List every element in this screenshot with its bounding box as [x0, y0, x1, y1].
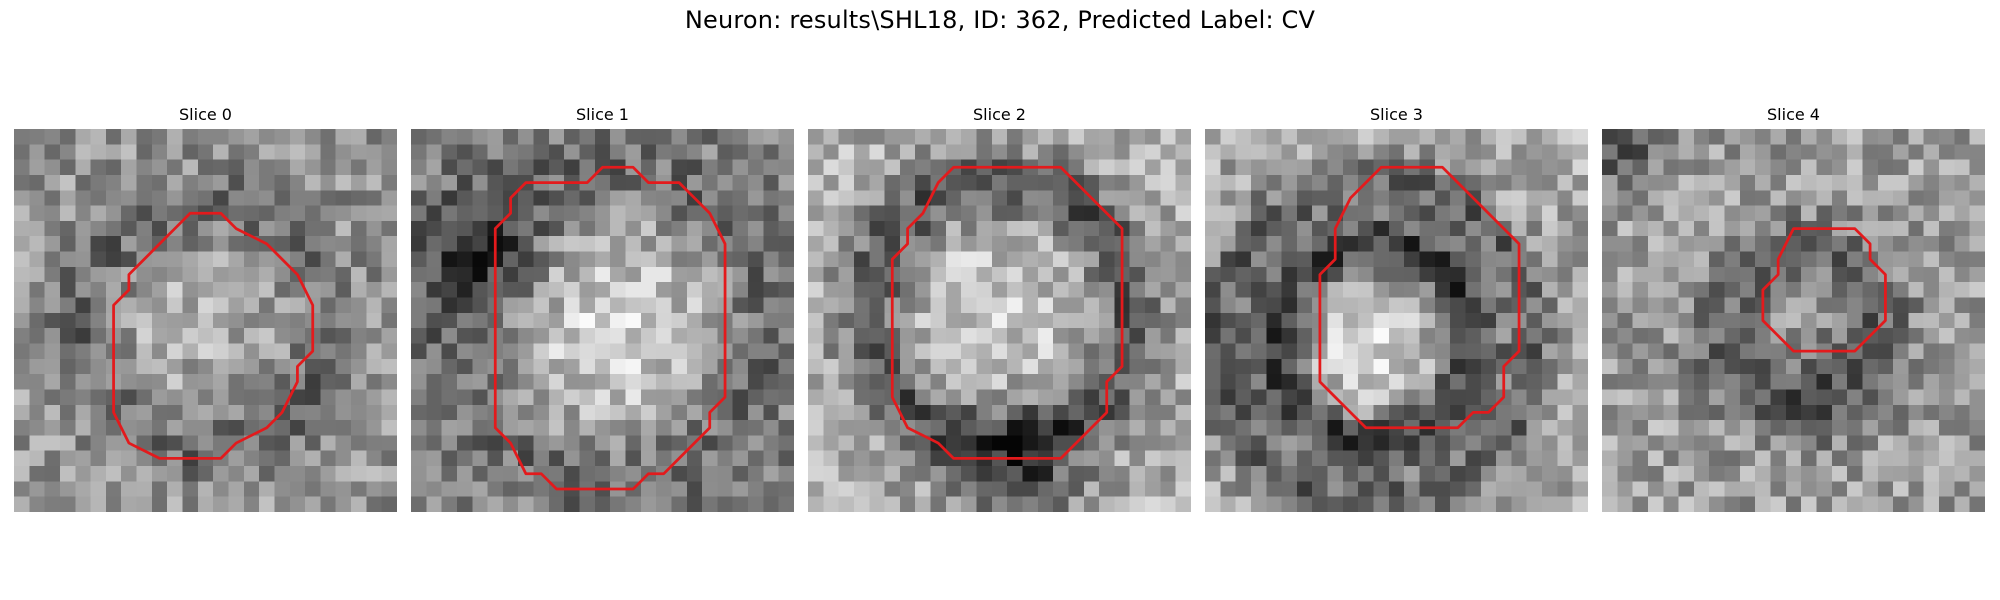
slice-title: Slice 1 — [576, 105, 629, 124]
pixel-grid — [411, 129, 794, 512]
pixel-grid — [14, 129, 397, 512]
slice-panel-3: Slice 3 — [1205, 105, 1588, 512]
pixel-grid — [808, 129, 1191, 512]
slice-panel-0: Slice 0 — [14, 105, 397, 512]
pixel-grid — [1205, 129, 1588, 512]
slice-title: Slice 3 — [1370, 105, 1423, 124]
roi-contour — [890, 165, 1124, 460]
slice-title: Slice 4 — [1767, 105, 1820, 124]
roi-contour — [1761, 227, 1887, 353]
slice-title: Slice 0 — [179, 105, 232, 124]
roi-contour — [112, 211, 315, 460]
slice-image — [808, 129, 1191, 512]
slice-image — [1205, 129, 1588, 512]
slice-panel-1: Slice 1 — [411, 105, 794, 512]
slice-image — [411, 129, 794, 512]
figure-title: Neuron: results\SHL18, ID: 362, Predicte… — [684, 6, 1316, 34]
pixel-grid — [1602, 129, 1985, 512]
slice-image — [14, 129, 397, 512]
slice-panel-2: Slice 2 — [808, 105, 1191, 512]
roi-contour — [1318, 165, 1521, 430]
slice-panel-4: Slice 4 — [1602, 105, 1985, 512]
slice-title: Slice 2 — [973, 105, 1026, 124]
roi-contour — [493, 165, 727, 491]
slice-image — [1602, 129, 1985, 512]
